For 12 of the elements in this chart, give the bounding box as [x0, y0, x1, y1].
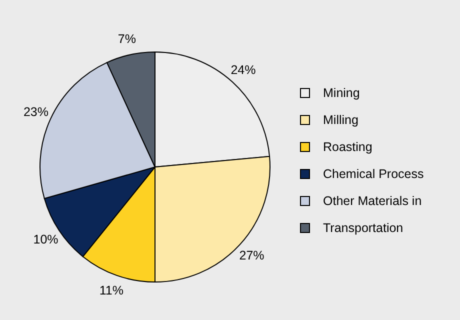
data-label: 7% [118, 32, 136, 46]
data-label: 10% [33, 232, 58, 246]
legend-label: Chemical Process [323, 166, 424, 180]
data-label: 24% [230, 63, 256, 78]
legend-label: Other Materials in [323, 194, 422, 208]
legend-label: Milling [323, 112, 358, 126]
legend-label: Roasting [323, 140, 372, 154]
data-label: 11% [99, 284, 124, 298]
data-label: 27% [239, 248, 264, 262]
data-label: 23% [23, 105, 49, 120]
legend-label: Mining [323, 86, 360, 100]
legend-label: Transportation [323, 220, 404, 234]
